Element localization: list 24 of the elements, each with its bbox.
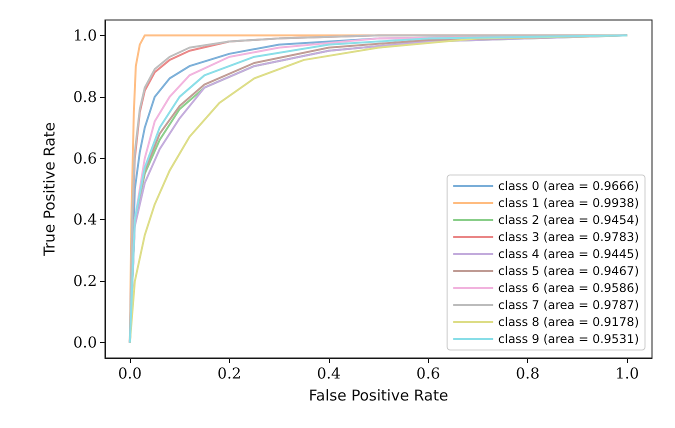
legend-label: class 0 (area = 0.9666) [498,179,640,193]
legend-label: class 7 (area = 0.9787) [498,298,640,312]
y-axis-title: True Positive Rate [40,122,58,257]
x-tick-label: 0.4 [316,364,341,382]
y-tick-label: 0.6 [73,149,97,168]
legend-label: class 4 (area = 0.9445) [498,247,640,261]
x-tick-label: 1.0 [615,364,640,382]
y-tick-label: 0.0 [73,334,97,352]
legend-label: class 3 (area = 0.9783) [498,230,640,244]
x-tick-label: 0.2 [217,364,242,382]
legend-label: class 9 (area = 0.9531) [498,332,640,346]
y-tick-label: 1.0 [73,26,97,44]
legend-label: class 2 (area = 0.9454) [498,213,640,227]
y-tick-label: 0.4 [73,210,97,229]
x-tick-label: 0.6 [416,364,440,382]
y-tick-label: 0.2 [73,272,97,290]
legend-label: class 8 (area = 0.9178) [498,315,640,329]
legend-label: class 6 (area = 0.9586) [498,281,640,295]
x-tick-label: 0.8 [516,364,540,382]
y-tick-label: 0.8 [73,88,97,106]
legend-label: class 1 (area = 0.9938) [498,196,640,210]
x-tick-label: 0.0 [118,364,142,382]
x-axis-title: False Positive Rate [308,386,448,404]
legend-label: class 5 (area = 0.9467) [498,264,640,278]
